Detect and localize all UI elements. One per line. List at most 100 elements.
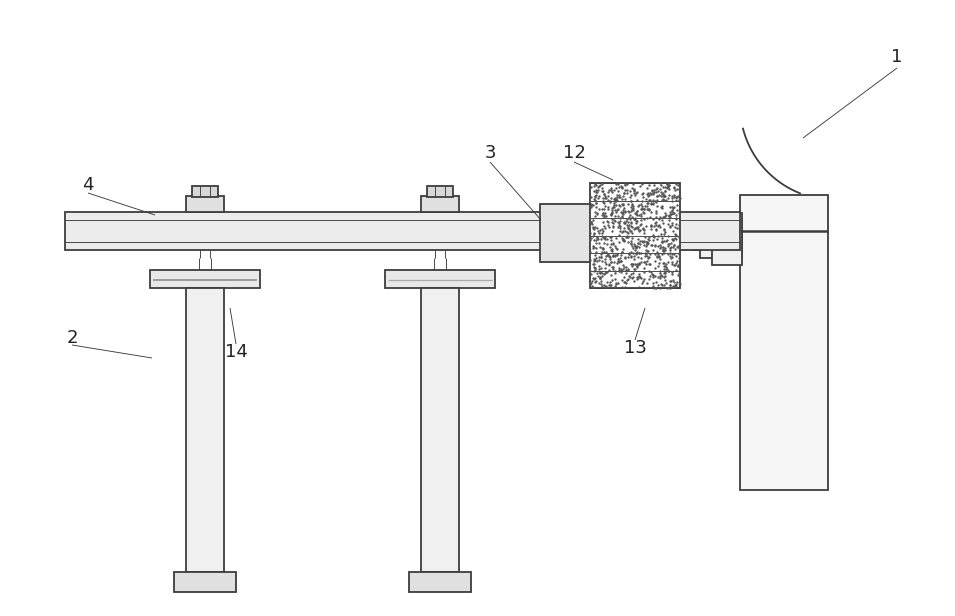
Point bbox=[646, 188, 661, 198]
Point bbox=[669, 256, 685, 265]
Point bbox=[667, 201, 682, 211]
Point bbox=[588, 198, 604, 208]
Point bbox=[643, 212, 658, 222]
Point bbox=[639, 237, 654, 247]
Point bbox=[588, 180, 604, 190]
Point bbox=[654, 203, 669, 213]
Point bbox=[654, 215, 669, 225]
Point bbox=[654, 201, 669, 211]
Point bbox=[626, 241, 642, 251]
Point bbox=[589, 187, 605, 197]
Point bbox=[663, 276, 678, 286]
Point bbox=[634, 189, 649, 199]
Point bbox=[602, 242, 617, 252]
Point bbox=[635, 224, 650, 234]
Point bbox=[665, 249, 680, 259]
Point bbox=[612, 253, 627, 262]
Point bbox=[583, 255, 598, 265]
Point bbox=[628, 216, 644, 225]
Point bbox=[597, 232, 612, 241]
Point bbox=[610, 179, 626, 188]
Point bbox=[594, 224, 609, 234]
Point bbox=[658, 243, 673, 253]
Point bbox=[624, 206, 639, 216]
Point bbox=[656, 272, 671, 282]
Point bbox=[585, 194, 601, 204]
Point bbox=[651, 251, 667, 261]
Point bbox=[665, 257, 680, 267]
Point bbox=[671, 232, 687, 242]
Point bbox=[631, 248, 647, 257]
Point bbox=[637, 248, 652, 258]
Point bbox=[631, 209, 647, 219]
Point bbox=[584, 233, 599, 243]
Point bbox=[593, 267, 608, 277]
Point bbox=[634, 197, 649, 206]
Point bbox=[660, 249, 675, 259]
Point bbox=[596, 247, 611, 257]
Point bbox=[629, 272, 645, 282]
Point bbox=[666, 235, 681, 245]
Point bbox=[666, 242, 681, 252]
Point bbox=[668, 230, 684, 240]
Point bbox=[670, 241, 686, 251]
Point bbox=[629, 206, 645, 216]
Bar bbox=[186, 196, 224, 212]
Bar bbox=[174, 572, 236, 592]
Point bbox=[644, 240, 659, 250]
Point bbox=[595, 229, 610, 238]
Point bbox=[604, 245, 619, 255]
Point bbox=[617, 253, 632, 262]
Point bbox=[662, 190, 677, 200]
Point bbox=[602, 280, 617, 290]
Point bbox=[613, 180, 628, 190]
Point bbox=[601, 217, 616, 227]
Point bbox=[661, 184, 676, 193]
Point bbox=[605, 245, 620, 254]
Point bbox=[627, 213, 643, 223]
Point bbox=[587, 192, 603, 201]
Point bbox=[644, 240, 659, 250]
Point bbox=[658, 270, 673, 280]
Point bbox=[607, 193, 623, 203]
Point bbox=[632, 239, 647, 249]
Point bbox=[650, 231, 666, 241]
Point bbox=[626, 268, 641, 278]
Bar bbox=[409, 572, 471, 592]
Point bbox=[589, 235, 605, 245]
Point bbox=[624, 221, 639, 231]
Point bbox=[589, 268, 605, 278]
Point bbox=[592, 261, 607, 271]
Point bbox=[608, 194, 624, 204]
Point bbox=[600, 195, 615, 205]
Point bbox=[625, 233, 640, 243]
Point bbox=[664, 205, 679, 215]
Text: 13: 13 bbox=[624, 339, 647, 357]
Point bbox=[652, 268, 668, 278]
Point bbox=[658, 182, 673, 192]
Point bbox=[604, 209, 619, 219]
Point bbox=[601, 221, 616, 230]
Point bbox=[628, 223, 644, 233]
Point bbox=[610, 185, 626, 195]
Point bbox=[667, 282, 682, 292]
Point bbox=[670, 270, 686, 280]
Point bbox=[648, 197, 664, 206]
Point bbox=[641, 233, 656, 243]
Point bbox=[663, 209, 678, 219]
Point bbox=[651, 221, 667, 230]
Point bbox=[670, 260, 686, 270]
Point bbox=[658, 278, 673, 288]
Point bbox=[594, 252, 609, 262]
Point bbox=[656, 192, 671, 201]
Point bbox=[605, 251, 621, 261]
Point bbox=[666, 208, 681, 218]
Point bbox=[642, 275, 657, 285]
Point bbox=[667, 190, 682, 200]
Point bbox=[612, 223, 627, 233]
Point bbox=[655, 194, 670, 204]
Point bbox=[667, 282, 682, 291]
Point bbox=[634, 199, 649, 209]
Point bbox=[654, 242, 669, 252]
Point bbox=[660, 264, 675, 274]
